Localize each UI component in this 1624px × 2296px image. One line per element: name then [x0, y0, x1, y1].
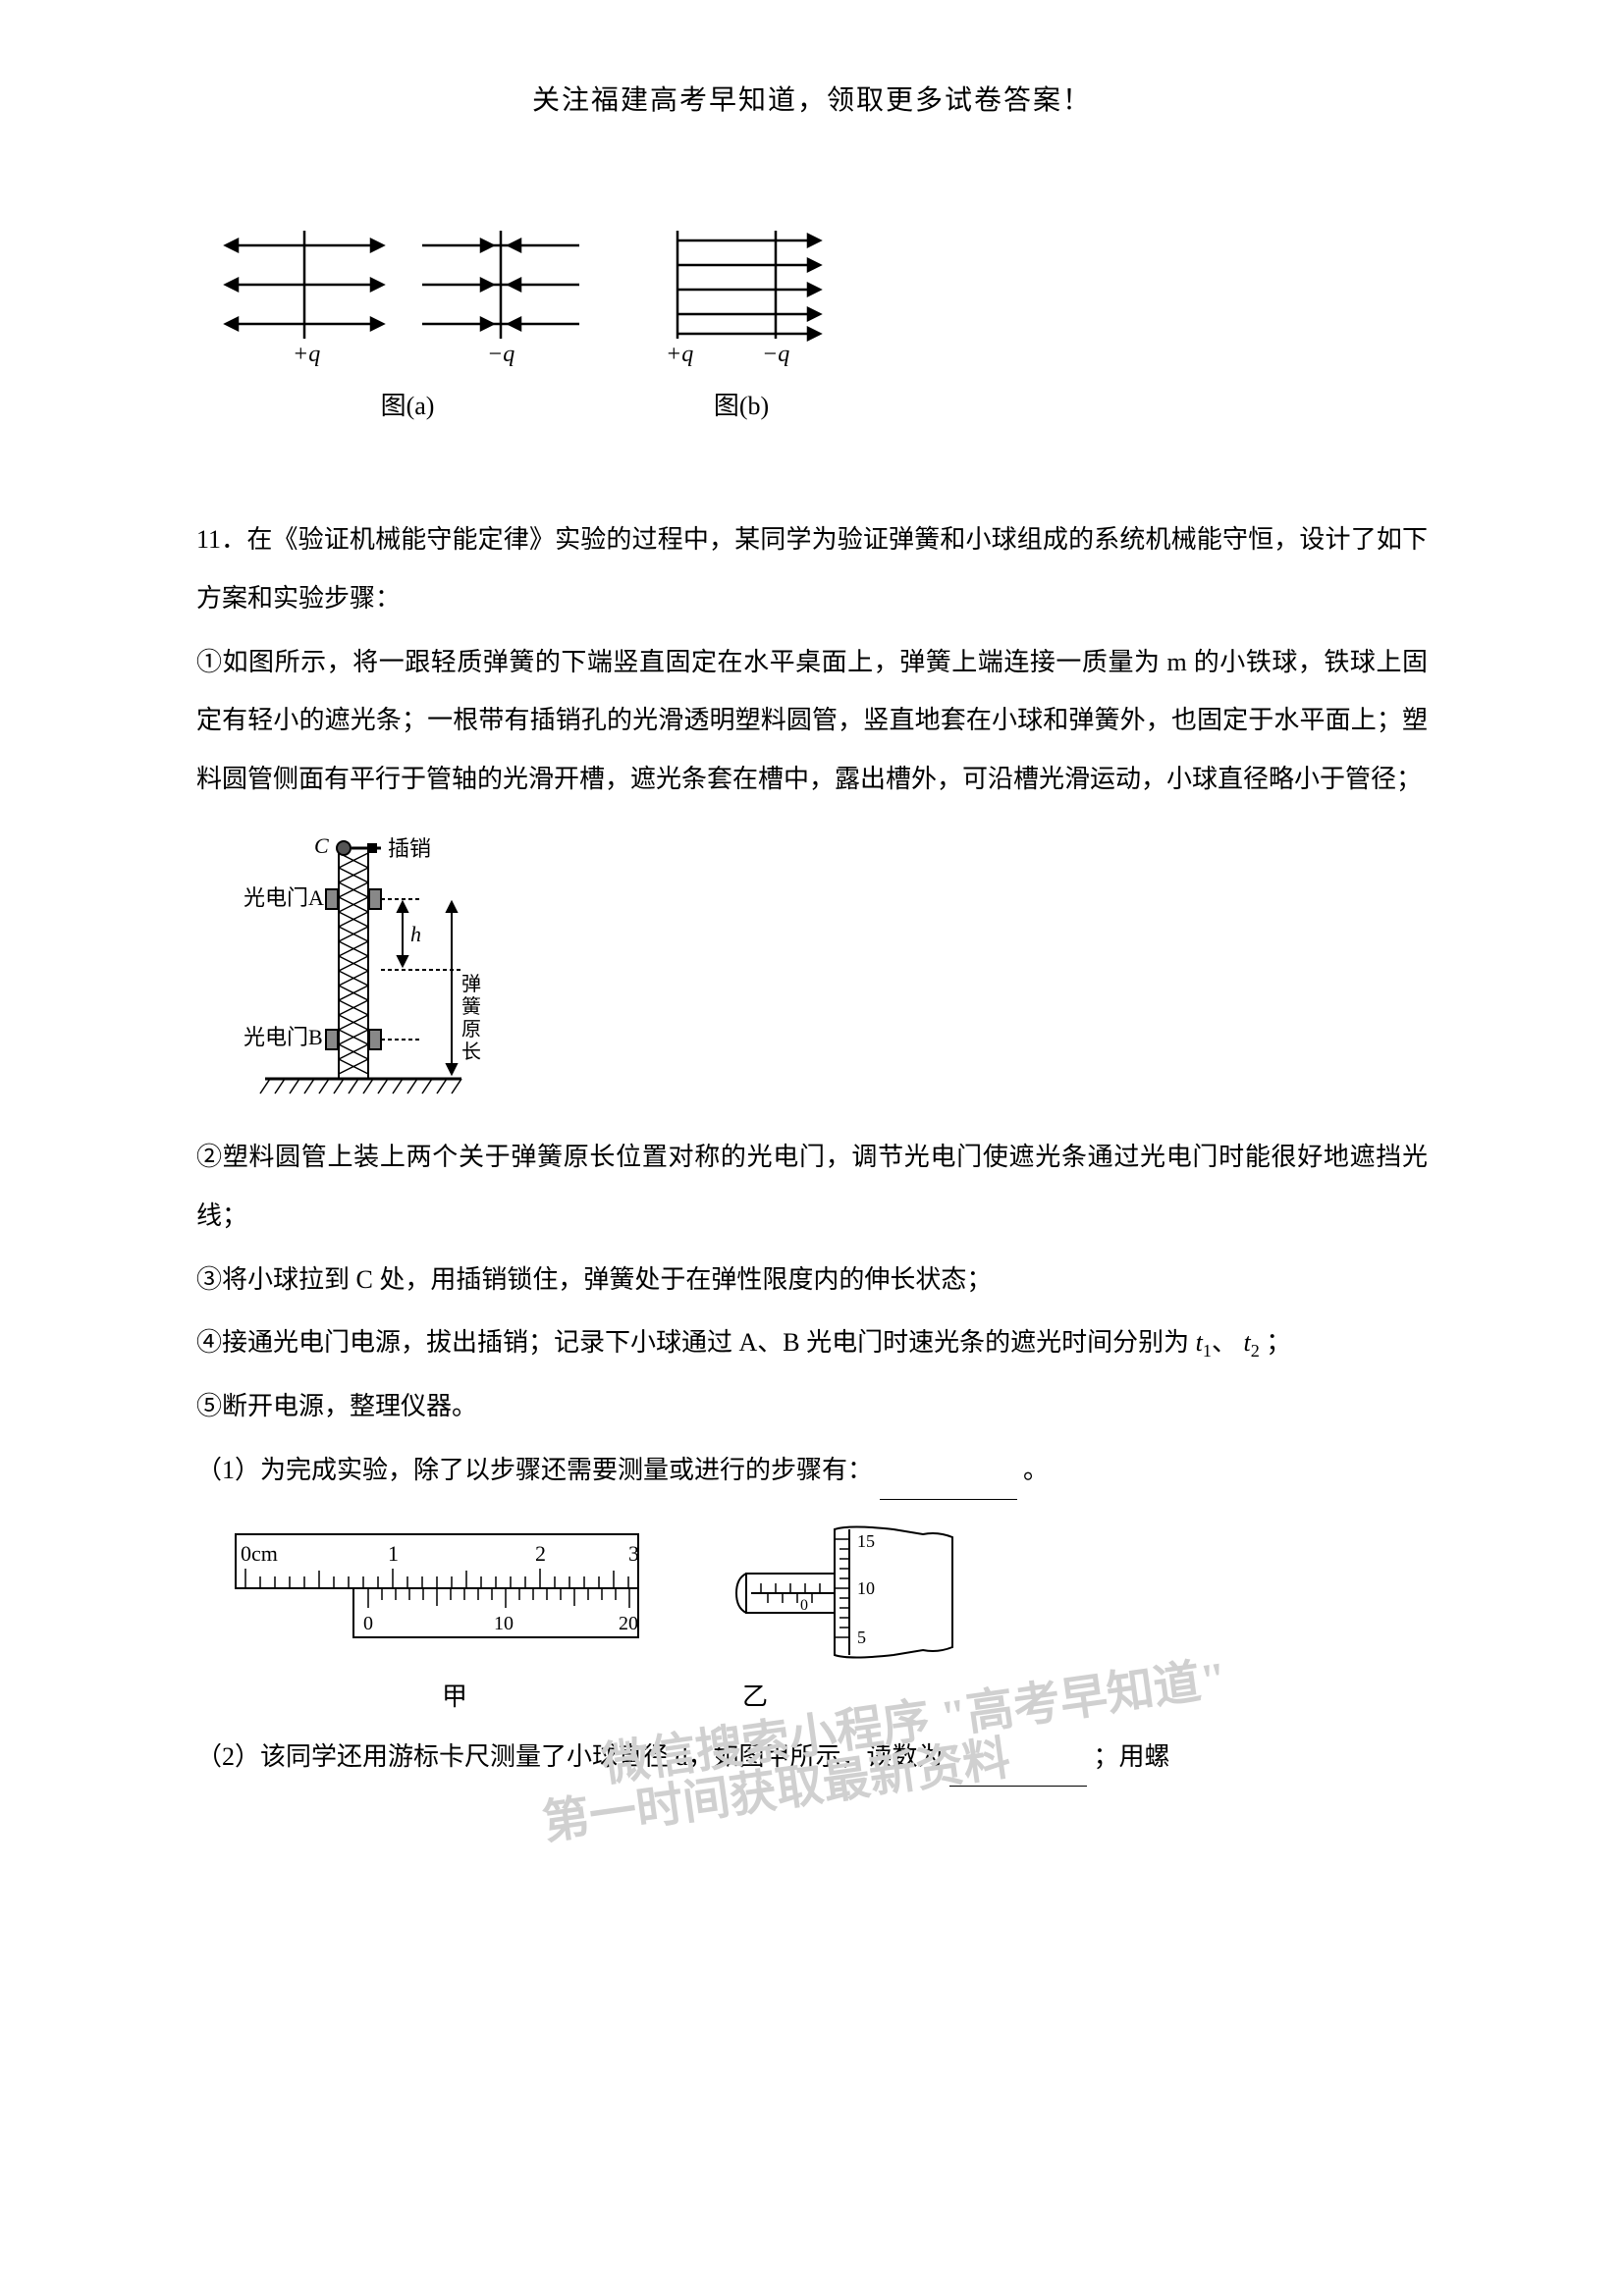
- figure-a-svg: +q −q: [216, 216, 599, 373]
- fig-b-plus-q: +q: [666, 342, 693, 367]
- c-label: C: [314, 833, 329, 858]
- apparatus-svg: C 插销 光电门A 光电门B h 弹 簧 原 长: [206, 828, 560, 1103]
- h-label: h: [410, 922, 421, 946]
- ruler-3: 3: [628, 1541, 639, 1566]
- vernier-0: 0: [363, 1613, 373, 1634]
- measurement-tools-row: 0cm 1 2 3 0 10 20: [226, 1520, 1428, 1667]
- q11-step1: ①如图所示，将一跟轻质弹簧的下端竖直固定在水平桌面上，弹簧上端连接一质量为 m …: [196, 633, 1428, 809]
- q11-sub1: （1）为完成实验，除了以步骤还需要测量或进行的步骤有： 。: [196, 1441, 1428, 1500]
- apparatus-diagram: 微信搜索小程序 "高考早知道" 第一时间获取最新资料: [206, 828, 1428, 1108]
- t2-sub: 2: [1251, 1342, 1260, 1362]
- mic-15: 15: [857, 1531, 875, 1551]
- mic-5: 5: [857, 1628, 866, 1647]
- q11-sub1-text: （1）为完成实验，除了以步骤还需要测量或进行的步骤有：: [196, 1456, 873, 1484]
- q11-step4: ④接通光电门电源，拔出插销；记录下小球通过 A、B 光电门时速光条的遮光时间分别…: [196, 1313, 1428, 1372]
- vernier-caliper-svg: 0cm 1 2 3 0 10 20: [226, 1520, 648, 1667]
- t1-sub: 1: [1203, 1342, 1212, 1362]
- q11-sub1-end: 。: [1023, 1456, 1049, 1484]
- figure-a-caption: 图(a): [216, 386, 599, 422]
- blank-1: [880, 1469, 1017, 1500]
- vernier-10: 10: [494, 1613, 514, 1634]
- ruler-2: 2: [535, 1541, 546, 1566]
- vernier-20: 20: [619, 1613, 638, 1634]
- micrometer-svg: 15 10 5 0: [727, 1520, 972, 1667]
- ruler-captions: 甲 乙: [442, 1677, 1428, 1713]
- micrometer-caption: 乙: [742, 1677, 768, 1713]
- fig-a-plus-q: +q: [293, 342, 320, 367]
- gate-a-label: 光电门A: [244, 885, 324, 910]
- q11-step2: ②塑料圆管上装上两个关于弹簧原长位置对称的光电门，调节光电门使遮光条通过光电门时…: [196, 1128, 1428, 1246]
- field-diagrams-row: +q −q 图(a): [216, 216, 1428, 422]
- figure-b-caption: 图(b): [638, 386, 844, 422]
- spring-label-2: 簧: [461, 995, 481, 1018]
- spring-label-1: 弹: [461, 973, 481, 995]
- spring-label-4: 长: [461, 1041, 481, 1063]
- q11-sub2-text1: （2）该同学还用游标卡尺测量了小球直径 d，如图甲所示，读数为: [196, 1742, 944, 1771]
- figure-b: +q −q 图(b): [638, 216, 844, 422]
- q11-step4-end: ；: [1266, 1328, 1291, 1357]
- q11-step4-text1: ④接通光电门电源，拔出插销；记录下小球通过 A、B 光电门时速光条的遮光时间分别…: [196, 1328, 1189, 1357]
- q11-step5: ⑤断开电源，整理仪器。: [196, 1377, 1428, 1436]
- ruler-0cm: 0cm: [241, 1541, 278, 1566]
- fig-a-minus-q: −q: [487, 342, 514, 367]
- q11-sub2: （2）该同学还用游标卡尺测量了小球直径 d，如图甲所示，读数为 ；用螺: [196, 1728, 1428, 1787]
- t1-var: t: [1196, 1328, 1203, 1357]
- figure-a: +q −q 图(a): [216, 216, 599, 422]
- blank-2: [949, 1756, 1087, 1787]
- ruler-1: 1: [388, 1541, 399, 1566]
- q11-step3: ③将小球拉到 C 处，用插销锁住，弹簧处于在弹性限度内的伸长状态；: [196, 1251, 1428, 1309]
- figure-b-svg: +q −q: [638, 216, 844, 373]
- page-header: 关注福建高考早知道，领取更多试卷答案！: [196, 79, 1428, 118]
- q11-sub2-text2: ；用螺: [1094, 1742, 1170, 1771]
- gate-b-label: 光电门B: [244, 1025, 323, 1049]
- mic-10: 10: [857, 1578, 875, 1598]
- mic-0: 0: [800, 1597, 808, 1614]
- t2-var: t: [1243, 1328, 1250, 1357]
- fig-b-minus-q: −q: [762, 342, 789, 367]
- spring-label-3: 原: [461, 1019, 481, 1041]
- ruler-main-caption: 甲: [442, 1677, 467, 1713]
- pin-label: 插销: [388, 836, 431, 861]
- q11-intro: 11．在《验证机械能守能定律》实验的过程中，某同学为验证弹簧和小球组成的系统机械…: [196, 510, 1428, 628]
- q11-step1-text: ①如图所示，将一跟轻质弹簧的下端竖直固定在水平桌面上，弹簧上端连接一质量为 m …: [196, 648, 1428, 794]
